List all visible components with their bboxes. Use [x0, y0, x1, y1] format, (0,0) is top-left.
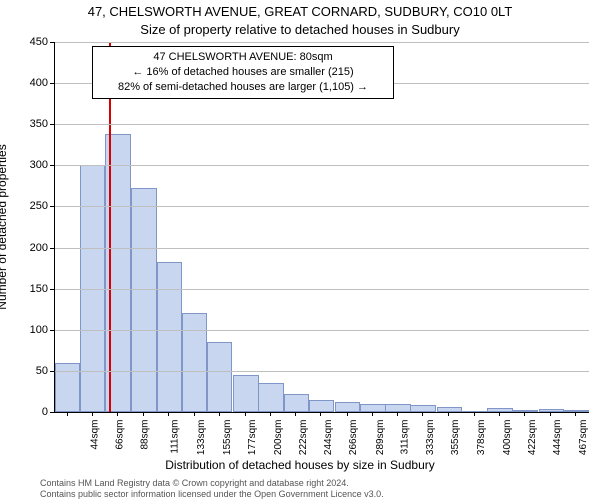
x-tick-mark — [320, 412, 321, 416]
grid-line — [55, 289, 589, 290]
footer-attribution: Contains HM Land Registry data © Crown c… — [40, 478, 384, 500]
y-tick-label: 150 — [8, 283, 48, 295]
y-tick-mark — [50, 248, 54, 249]
y-tick-mark — [50, 206, 54, 207]
x-tick-mark — [474, 412, 475, 416]
grid-line — [55, 330, 589, 331]
x-tick-mark — [295, 412, 296, 416]
x-tick-mark — [143, 412, 144, 416]
histogram-bar — [539, 409, 564, 412]
x-tick-mark — [117, 412, 118, 416]
histogram-bar — [157, 262, 182, 412]
x-tick-label: 111sqm — [170, 420, 181, 454]
y-tick-mark — [50, 124, 54, 125]
y-tick-label: 300 — [8, 159, 48, 171]
x-tick-label: 289sqm — [375, 420, 386, 456]
x-tick-label: 378sqm — [477, 420, 488, 456]
x-tick-label: 400sqm — [502, 420, 513, 456]
x-tick-label: 467sqm — [578, 420, 589, 456]
histogram-bar — [309, 400, 334, 412]
histogram-bar — [258, 383, 283, 412]
footer-line-2: Contains public sector information licen… — [40, 489, 384, 500]
x-tick-mark — [194, 412, 195, 416]
x-tick-mark — [550, 412, 551, 416]
histogram-bar — [207, 342, 232, 412]
histogram-bar — [385, 404, 410, 412]
grid-line — [55, 248, 589, 249]
x-tick-label: 266sqm — [349, 420, 360, 456]
x-tick-mark — [168, 412, 169, 416]
y-tick-label: 100 — [8, 324, 48, 336]
histogram-bar — [284, 394, 309, 412]
x-axis-label: Distribution of detached houses by size … — [0, 458, 600, 472]
x-tick-label: 44sqm — [89, 420, 100, 450]
y-tick-mark — [50, 371, 54, 372]
histogram-bar — [360, 404, 385, 412]
histogram-bar — [182, 313, 207, 412]
x-tick-label: 444sqm — [552, 420, 563, 456]
x-tick-label: 222sqm — [298, 420, 309, 456]
y-tick-mark — [50, 165, 54, 166]
chart-root: 47, CHELSWORTH AVENUE, GREAT CORNARD, SU… — [0, 0, 600, 500]
y-tick-mark — [50, 330, 54, 331]
x-tick-mark — [67, 412, 68, 416]
x-tick-label: 66sqm — [114, 420, 125, 450]
x-tick-mark — [524, 412, 525, 416]
y-tick-label: 50 — [8, 365, 48, 377]
y-tick-label: 400 — [8, 77, 48, 89]
grid-line — [55, 124, 589, 125]
y-tick-label: 450 — [8, 36, 48, 48]
chart-title-address: 47, CHELSWORTH AVENUE, GREAT CORNARD, SU… — [0, 4, 600, 19]
x-tick-label: 311sqm — [399, 420, 410, 455]
grid-line — [55, 371, 589, 372]
annotation-line-1: 47 CHELSWORTH AVENUE: 80sqm — [101, 50, 385, 65]
y-tick-mark — [50, 289, 54, 290]
x-tick-mark — [499, 412, 500, 416]
x-tick-label: 333sqm — [425, 420, 436, 456]
histogram-bar — [233, 375, 258, 412]
x-tick-mark — [92, 412, 93, 416]
histogram-bar — [131, 188, 156, 412]
x-tick-mark — [219, 412, 220, 416]
y-tick-mark — [50, 83, 54, 84]
annotation-line-2: ← 16% of detached houses are smaller (21… — [101, 65, 385, 80]
x-tick-label: 244sqm — [323, 420, 334, 456]
y-tick-label: 200 — [8, 242, 48, 254]
y-tick-mark — [50, 42, 54, 43]
x-tick-mark — [575, 412, 576, 416]
y-tick-label: 250 — [8, 200, 48, 212]
annotation-box: 47 CHELSWORTH AVENUE: 80sqm ← 16% of det… — [92, 46, 394, 99]
histogram-bar — [335, 402, 360, 412]
grid-line — [55, 206, 589, 207]
x-tick-mark — [245, 412, 246, 416]
x-tick-mark — [422, 412, 423, 416]
chart-subtitle: Size of property relative to detached ho… — [0, 22, 600, 37]
x-tick-label: 422sqm — [527, 420, 538, 456]
x-tick-mark — [347, 412, 348, 416]
annotation-line-3: 82% of semi-detached houses are larger (… — [101, 80, 385, 95]
x-tick-label: 177sqm — [247, 420, 258, 456]
x-tick-label: 88sqm — [139, 420, 150, 450]
grid-line — [55, 42, 589, 43]
grid-line — [55, 165, 589, 166]
x-tick-label: 155sqm — [222, 420, 233, 456]
y-tick-mark — [50, 412, 54, 413]
x-tick-mark — [270, 412, 271, 416]
x-tick-mark — [448, 412, 449, 416]
y-tick-label: 350 — [8, 118, 48, 130]
x-tick-mark — [372, 412, 373, 416]
y-tick-label: 0 — [8, 406, 48, 418]
x-tick-label: 133sqm — [196, 420, 207, 456]
x-tick-label: 200sqm — [273, 420, 284, 456]
footer-line-1: Contains HM Land Registry data © Crown c… — [40, 478, 384, 489]
x-tick-label: 355sqm — [450, 420, 461, 456]
histogram-bar — [564, 410, 589, 412]
x-tick-mark — [397, 412, 398, 416]
